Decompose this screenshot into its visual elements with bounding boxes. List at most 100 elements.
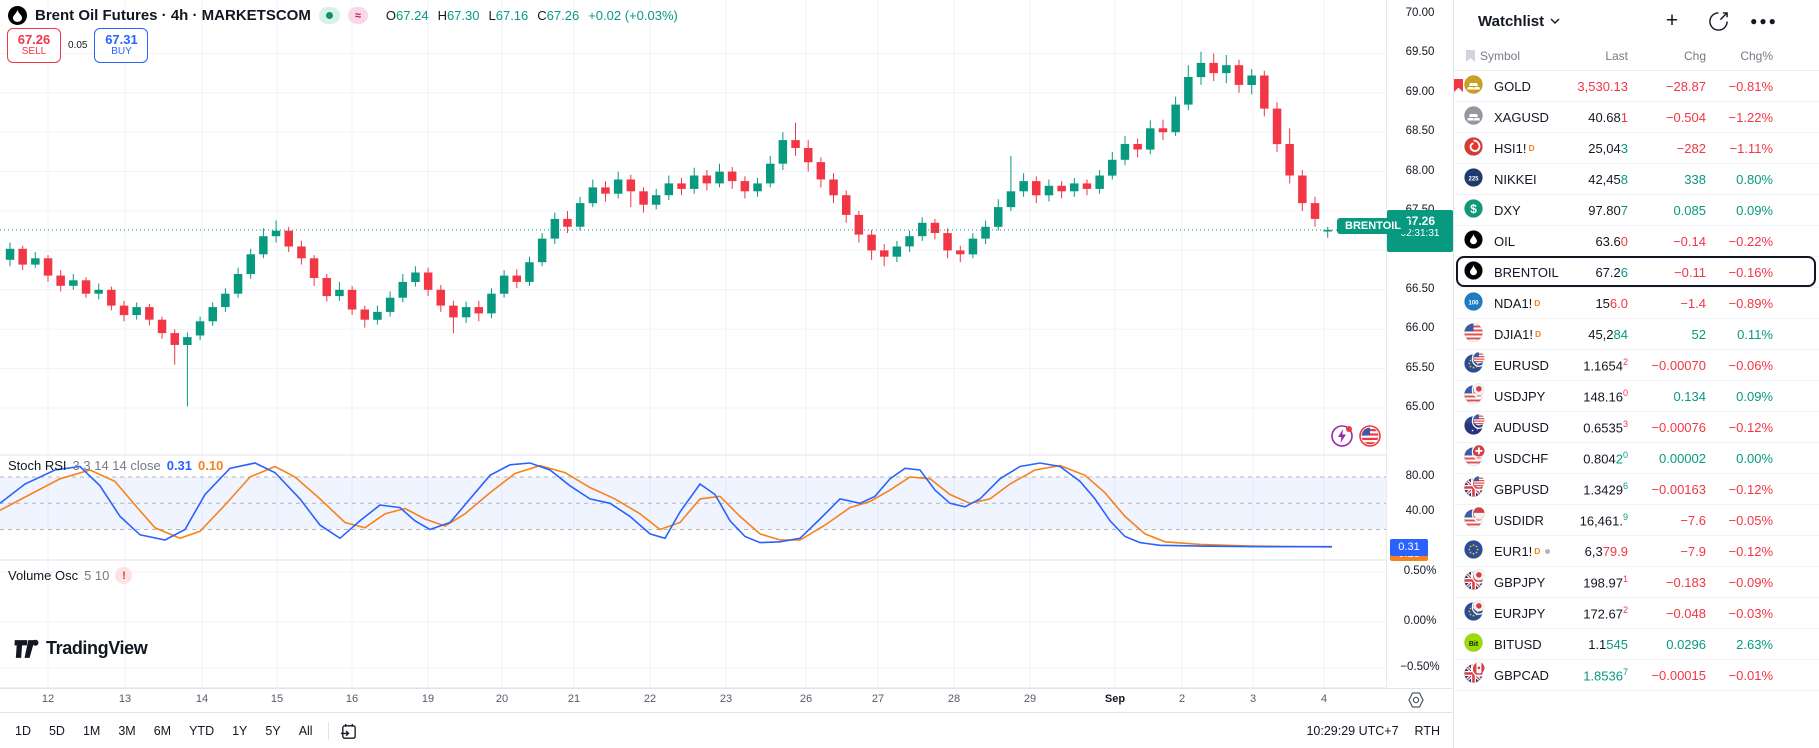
symbol-icon (1460, 443, 1488, 469)
watchlist-row-gold[interactable]: GOLD 3,530.13 −28.87 −0.81% (1454, 71, 1819, 102)
chevron-down-icon (1550, 18, 1560, 24)
change-percent: −0.22% (1728, 233, 1773, 249)
watchlist-row-usdchf[interactable]: USDCHF 0.80420 0.00002 0.00% (1454, 443, 1819, 474)
range-button-3m[interactable]: 3M (118, 724, 136, 738)
time-axis-label: 23 (719, 693, 733, 705)
change-value: 0.0296 (1666, 636, 1706, 652)
delayed-data-icon[interactable]: ≈ (347, 7, 368, 24)
sell-button[interactable]: 67.26 SELL (7, 28, 61, 63)
tradingview-logo[interactable]: TradingView (14, 638, 148, 659)
watchlist-row-eur1[interactable]: EUR1! D 6,379.9 −7.9 −0.12% (1454, 536, 1819, 567)
watchlist-row-usdjpy[interactable]: USDJPY 148.160 0.134 0.09% (1454, 381, 1819, 412)
range-button-1d[interactable]: 1D (15, 724, 31, 738)
more-options-icon[interactable]: ●●● (1750, 14, 1778, 28)
buy-button[interactable]: 67.31 BUY (94, 28, 149, 63)
watchlist-row-usdidr[interactable]: USDIDR 16,461.9 −7.6 −0.05% (1454, 505, 1819, 536)
go-to-date-icon[interactable] (337, 719, 361, 743)
change-value: −7.9 (1680, 543, 1706, 559)
watchlist-row-nikkei[interactable]: 225 NIKKEI 42,458 338 0.80% (1454, 164, 1819, 195)
watchlist-row-oil[interactable]: OIL 63.60 −0.14 −0.22% (1454, 226, 1819, 257)
volume-osc-label[interactable]: Volume Osc 5 10 ! (8, 567, 133, 584)
symbol-icon: $ (1460, 199, 1488, 221)
range-button-5d[interactable]: 5D (48, 724, 65, 738)
sector-performance-icon[interactable] (1706, 9, 1730, 33)
watchlist-title-menu[interactable]: Watchlist (1454, 13, 1560, 30)
symbol-name: GBPUSD (1494, 481, 1549, 497)
stoch-rsi-label[interactable]: Stoch RSI 3 3 14 14 close 0.31 0.10 (8, 458, 224, 473)
watchlist-row-gbpcad[interactable]: GBPCAD 1.85367 −0.00015 −0.01% (1454, 660, 1819, 691)
change-value: −7.6 (1680, 512, 1706, 528)
watchlist-row-dxy[interactable]: $ DXY 97.807 0.085 0.09% (1454, 195, 1819, 226)
symbol-icon (1460, 540, 1488, 562)
range-button-1m[interactable]: 1M (82, 724, 101, 738)
last-price: 1.34296 (1583, 480, 1628, 498)
watchlist-row-nda1[interactable]: 100 NDA1! D 156.0 −1.4 −0.89% (1454, 288, 1819, 319)
flagged-marker-icon[interactable] (1454, 79, 1463, 95)
last-price: 1.85367 (1583, 666, 1628, 684)
market-status-icon[interactable] (318, 7, 340, 24)
watchlist-row-bitusd[interactable]: Bit BITUSD 1.1545 0.0296 2.63% (1454, 629, 1819, 660)
watchlist-row-eurjpy[interactable]: EURJPY 172.672 −0.048 −0.03% (1454, 598, 1819, 629)
symbol-title[interactable]: Brent Oil Futures · 4h · MARKETSCOM (35, 7, 311, 24)
delayed-badge: D (1535, 328, 1542, 339)
price-tick: 69.00 (1405, 85, 1435, 98)
economic-event-icon[interactable] (1330, 424, 1354, 453)
last-price: 198.971 (1583, 573, 1628, 591)
symbol-name: BITUSD (1494, 636, 1542, 652)
symbol-icon (1460, 381, 1488, 407)
watchlist-row-eurusd[interactable]: EURUSD 1.16542 −0.00070 −0.06% (1454, 350, 1819, 381)
delayed-badge: D (1528, 142, 1535, 153)
symbol-icon: 100 (1460, 292, 1488, 314)
symbol-name: USDJPY (1494, 388, 1546, 404)
change-percent: −0.05% (1728, 512, 1773, 528)
range-button-1y[interactable]: 1Y (232, 724, 248, 738)
stoch-k-value: 0.31 (166, 458, 193, 473)
symbol-icon (1460, 598, 1488, 624)
time-axis-label: 26 (799, 693, 813, 705)
change-value: −1.4 (1680, 295, 1706, 311)
watchlist-row-xagusd[interactable]: XAGUSD 40.681 −0.504 −1.22% (1454, 102, 1819, 133)
add-symbol-icon[interactable]: + (1665, 9, 1679, 32)
watchlist-row-hsi1[interactable]: HSI1! D 25,043 −282 −1.11% (1454, 133, 1819, 164)
symbol-icon (1460, 660, 1488, 686)
indicator-warning-icon[interactable]: ! (115, 567, 133, 584)
change-percent: −0.09% (1728, 574, 1773, 590)
us-event-flag-icon[interactable] (1358, 424, 1382, 453)
ohlc-readout: O67.24 H67.30 L67.16 C67.26 +0.02 (+0.03… (385, 8, 678, 23)
time-axis-label: 12 (41, 693, 55, 705)
range-button-ytd[interactable]: YTD (189, 724, 215, 738)
symbol-icon (1460, 474, 1488, 500)
scale-settings-icon[interactable] (1406, 690, 1426, 715)
watchlist-row-djia1[interactable]: DJIA1! D 45,284 52 0.11% (1454, 319, 1819, 350)
price-chart[interactable] (0, 0, 1386, 688)
watchlist-row-audusd[interactable]: AUDUSD 0.65353 −0.00076 −0.12% (1454, 412, 1819, 443)
symbol-name: EURJPY (1494, 605, 1546, 621)
symbol-name: DXY (1494, 202, 1521, 218)
watchlist-row-brentoil[interactable]: BRENTOIL 67.26 −0.11 −0.16% (1454, 256, 1819, 288)
range-button-5y[interactable]: 5Y (265, 724, 281, 738)
watchlist-column-headers[interactable]: Symbol Last Chg Chg% (1454, 42, 1819, 71)
range-button-all[interactable]: All (298, 724, 313, 738)
last-price: 45,284 (1588, 326, 1628, 342)
range-button-6m[interactable]: 6M (153, 724, 172, 738)
close-value: 67.26 (546, 8, 580, 23)
symbol-name: HSI1! D (1494, 140, 1535, 156)
change-value: −0.14 (1673, 233, 1706, 249)
symbol-name: NIKKEI (1494, 171, 1537, 187)
clock[interactable]: 10:29:29 UTC+7 (1306, 724, 1399, 738)
watchlist-row-gbpusd[interactable]: GBPUSD 1.34296 −0.00163 −0.12% (1454, 474, 1819, 505)
change-percent: 2.63% (1736, 636, 1773, 652)
price-tick: 65.00 (1405, 401, 1435, 413)
last-price: 0.65353 (1583, 418, 1628, 436)
time-axis-label: 27 (871, 693, 885, 705)
symbol-name: OIL (1494, 233, 1515, 249)
price-scale[interactable]: 70.0069.5069.0068.5068.0067.5067.0066.50… (1386, 0, 1453, 688)
change-value: −0.048 (1665, 605, 1706, 621)
session-toggle[interactable]: RTH (1414, 724, 1440, 738)
watchlist-row-gbpjpy[interactable]: GBPJPY 198.971 −0.183 −0.09% (1454, 567, 1819, 598)
time-axis[interactable]: 12 13 14 15 16 19 20 21 22 23 26 27 28 29 Sep 2 3 4 (0, 688, 1452, 713)
last-price: 16,461.9 (1579, 511, 1628, 529)
time-axis-label: 2 (1178, 693, 1186, 705)
change-value: −0.11 (1674, 264, 1706, 280)
symbol-icon (1460, 137, 1488, 159)
